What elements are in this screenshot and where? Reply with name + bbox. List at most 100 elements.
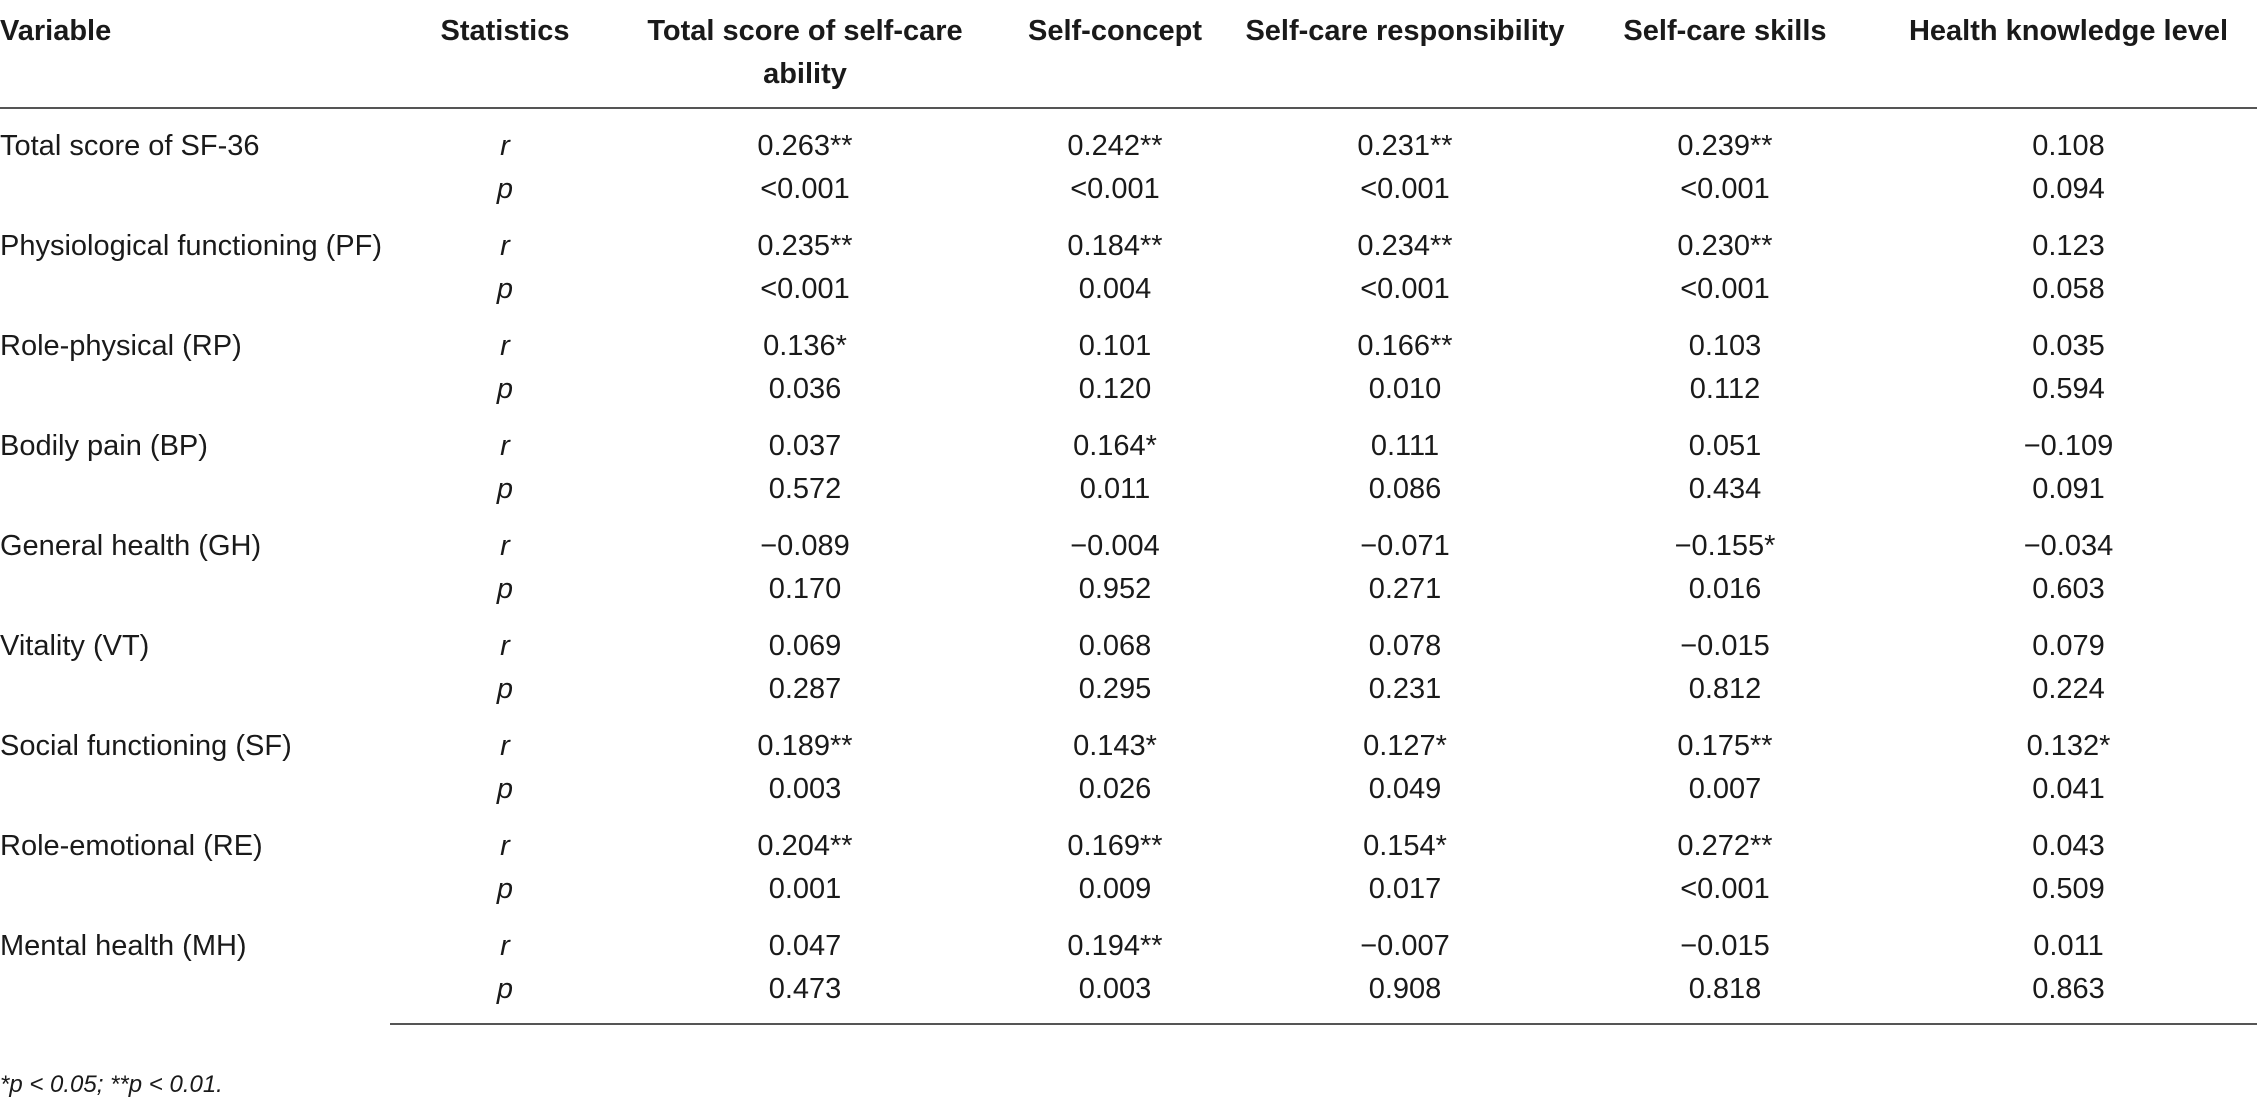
table-row: General health (GH) r −0.089 −0.004 −0.071 −0… [0, 511, 2257, 568]
p-value-cell: 0.003 [768, 773, 842, 805]
r-value-cell: 0.011 [2033, 930, 2104, 962]
r-value-cell: −0.089 [760, 530, 850, 562]
p-value-cell: <0.001 [1360, 173, 1450, 205]
r-value-cell: 0.234** [1357, 230, 1453, 262]
p-value-cell: 0.170 [768, 573, 842, 605]
table-header: Variable Statistics Total score of self-… [0, 0, 2257, 109]
p-value-cell: 0.594 [2032, 373, 2105, 405]
statistic-label-p: p [496, 773, 514, 805]
r-value-cell: 0.184** [1067, 230, 1163, 262]
r-value-cell: 0.204** [757, 830, 853, 862]
r-value-cell: 0.078 [1368, 630, 1442, 662]
header-self-concept: Self-concept [990, 0, 1240, 109]
p-value-cell: <0.001 [760, 273, 850, 305]
table-body: Total score of SF-36 r 0.263** 0.242** 0.231… [0, 108, 2257, 1025]
r-value-cell: 0.239** [1677, 130, 1773, 162]
p-value-cell: 0.818 [1570, 968, 1880, 1025]
table-row: Vitality (VT) r 0.069 0.068 0.078 −0.015 0.079 [0, 611, 2257, 668]
table-row: p 0.287 0.295 0.231 0.812 0.224 [0, 668, 2257, 711]
header-health-knowledge: Health knowledge level [1880, 0, 2257, 109]
variable-cell: Vitality (VT) [0, 630, 150, 662]
statistic-label-r: r [500, 830, 510, 862]
table-footnote: *p < 0.05; **p < 0.01. [0, 1071, 223, 1098]
r-value-cell: −0.109 [2023, 430, 2114, 462]
variable-cell: General health (GH) [0, 530, 262, 562]
statistic-label-r: r [500, 230, 510, 262]
table-row: p 0.036 0.120 0.010 0.112 0.594 [0, 368, 2257, 411]
p-value-cell: 0.007 [1688, 773, 1762, 805]
table-row: p <0.001 <0.001 <0.001 <0.001 0.094 [0, 168, 2257, 211]
table-row: p <0.001 0.004 <0.001 <0.001 0.058 [0, 268, 2257, 311]
p-value-cell: 0.509 [2032, 873, 2105, 905]
p-value-cell: 0.010 [1368, 373, 1442, 405]
table-row: p 0.001 0.009 0.017 <0.001 0.509 [0, 868, 2257, 911]
header-row: Variable Statistics Total score of self-… [0, 0, 2257, 109]
p-value-cell: 0.572 [768, 473, 842, 505]
statistic-label-r: r [500, 430, 510, 462]
p-value-cell: 0.952 [1078, 573, 1152, 605]
statistic-label-r: r [500, 630, 510, 662]
p-value-cell: <0.001 [1680, 173, 1770, 205]
r-value-cell: 0.047 [768, 930, 842, 962]
variable-cell: Physiological functioning (PF) [0, 230, 383, 262]
p-value-cell: 0.041 [2032, 773, 2105, 805]
statistic-label-p: p [496, 373, 514, 405]
r-value-cell: 0.136* [763, 330, 847, 362]
r-value-cell: 0.189** [757, 730, 853, 762]
p-value-cell: 0.231 [1368, 673, 1442, 705]
p-value-cell: <0.001 [760, 173, 850, 205]
header-self-care-skills: Self-care skills [1570, 0, 1880, 109]
r-value-cell: 0.108 [2032, 130, 2105, 162]
p-value-cell: <0.001 [1360, 273, 1450, 305]
variable-cell: Mental health (MH) [0, 930, 247, 962]
table-row: Role-physical (RP) r 0.136* 0.101 0.166** 0.1… [0, 311, 2257, 368]
r-value-cell: 0.068 [1078, 630, 1152, 662]
p-value-cell: 0.473 [620, 968, 990, 1025]
r-value-cell: 0.111 [1370, 430, 1440, 462]
p-value-cell: 0.434 [1688, 473, 1762, 505]
statistic-label-r: r [500, 930, 510, 962]
r-value-cell: −0.004 [1070, 530, 1160, 562]
r-value-cell: −0.034 [2023, 530, 2114, 562]
p-value-cell: 0.094 [2032, 173, 2105, 205]
variable-cell: Bodily pain (BP) [0, 430, 208, 462]
p-value-cell: 0.009 [1078, 873, 1152, 905]
r-value-cell: −0.015 [1680, 930, 1770, 962]
table-row: Total score of SF-36 r 0.263** 0.242** 0.231… [0, 108, 2257, 168]
r-value-cell: 0.143* [1073, 730, 1157, 762]
p-value-cell: 0.287 [768, 673, 842, 705]
header-statistics: Statistics [390, 0, 620, 109]
r-value-cell: 0.242** [1067, 130, 1163, 162]
statistic-label-r: r [500, 530, 510, 562]
statistic-label-p: p [496, 673, 514, 705]
p-value-cell: 0.003 [990, 968, 1240, 1025]
p-value-cell: 0.603 [2032, 573, 2105, 605]
p-value-cell: 0.086 [1368, 473, 1442, 505]
p-value-cell: 0.091 [2032, 473, 2105, 505]
r-value-cell: 0.123 [2032, 230, 2105, 262]
p-value-cell: 0.049 [1368, 773, 1442, 805]
correlation-table: Variable Statistics Total score of self-… [0, 0, 2257, 1025]
header-self-care-responsibility: Self-care responsibility [1240, 0, 1570, 109]
table-row: p 0.473 0.003 0.908 0.818 0.863 [0, 968, 2257, 1025]
p-value-cell: 0.120 [1078, 373, 1152, 405]
r-value-cell: −0.155* [1674, 530, 1776, 562]
statistic-label-p: p [496, 173, 514, 205]
p-value-cell: 0.004 [1078, 273, 1152, 305]
p-value-cell: 0.812 [1688, 673, 1762, 705]
r-value-cell: −0.015 [1680, 630, 1770, 662]
r-value-cell: 0.230** [1677, 230, 1773, 262]
r-value-cell: 0.194** [1067, 930, 1163, 962]
variable-cell: Role-physical (RP) [0, 330, 242, 362]
r-value-cell: 0.101 [1078, 330, 1152, 362]
r-value-cell: 0.037 [768, 430, 842, 462]
table-row: Physiological functioning (PF) r 0.235** 0.… [0, 211, 2257, 268]
r-value-cell: 0.164* [1073, 430, 1157, 462]
p-value-cell: <0.001 [1680, 273, 1770, 305]
r-value-cell: 0.043 [2032, 830, 2105, 862]
p-value-cell: 0.295 [1078, 673, 1152, 705]
p-value-cell: 0.026 [1078, 773, 1152, 805]
header-total-self-care: Total score of self-care ability [620, 0, 990, 109]
table-row: Role-emotional (RE) r 0.204** 0.169** 0.154*… [0, 811, 2257, 868]
table-row: p 0.003 0.026 0.049 0.007 0.041 [0, 768, 2257, 811]
